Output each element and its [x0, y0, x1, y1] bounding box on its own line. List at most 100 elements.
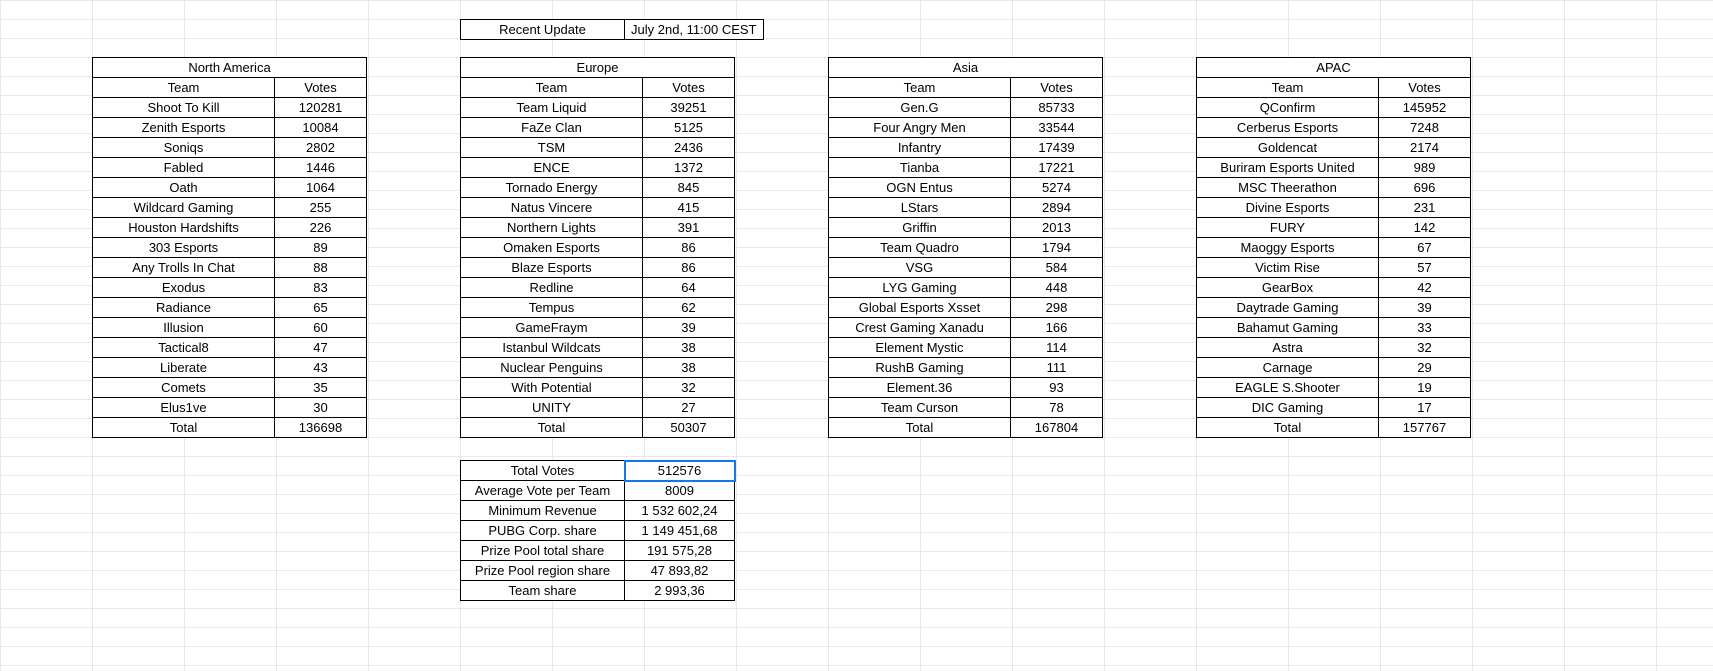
team-name-cell[interactable]: Blaze Esports — [461, 258, 643, 278]
votes-cell[interactable]: 391 — [643, 218, 735, 238]
team-name-cell[interactable]: Gen.G — [829, 98, 1011, 118]
team-name-cell[interactable]: TSM — [461, 138, 643, 158]
team-name-cell[interactable]: Four Angry Men — [829, 118, 1011, 138]
votes-cell[interactable]: 78 — [1011, 398, 1103, 418]
team-name-cell[interactable]: Element.36 — [829, 378, 1011, 398]
team-name-cell[interactable]: EAGLE S.Shooter — [1197, 378, 1379, 398]
votes-cell[interactable]: 448 — [1011, 278, 1103, 298]
votes-cell[interactable]: 989 — [1379, 158, 1471, 178]
votes-cell[interactable]: 33 — [1379, 318, 1471, 338]
team-name-cell[interactable]: Victim Rise — [1197, 258, 1379, 278]
summary-value-cell[interactable]: 47 893,82 — [625, 561, 735, 581]
votes-cell[interactable]: 298 — [1011, 298, 1103, 318]
votes-cell[interactable]: 845 — [643, 178, 735, 198]
team-name-cell[interactable]: Soniqs — [93, 138, 275, 158]
votes-cell[interactable]: 62 — [643, 298, 735, 318]
votes-cell[interactable]: 111 — [1011, 358, 1103, 378]
summary-label-cell[interactable]: Prize Pool total share — [461, 541, 625, 561]
votes-cell[interactable]: 17221 — [1011, 158, 1103, 178]
votes-cell[interactable]: 89 — [275, 238, 367, 258]
votes-cell[interactable]: 88 — [275, 258, 367, 278]
team-name-cell[interactable]: Tactical8 — [93, 338, 275, 358]
votes-cell[interactable]: 5125 — [643, 118, 735, 138]
votes-cell[interactable]: 231 — [1379, 198, 1471, 218]
total-value-cell[interactable]: 167804 — [1011, 418, 1103, 438]
votes-cell[interactable]: 145952 — [1379, 98, 1471, 118]
summary-value-cell[interactable]: 1 532 602,24 — [625, 501, 735, 521]
total-label-cell[interactable]: Total — [93, 418, 275, 438]
votes-header-cell[interactable]: Votes — [1379, 78, 1471, 98]
total-label-cell[interactable]: Total — [1197, 418, 1379, 438]
team-name-cell[interactable]: OGN Entus — [829, 178, 1011, 198]
votes-cell[interactable]: 10084 — [275, 118, 367, 138]
team-name-cell[interactable]: ENCE — [461, 158, 643, 178]
team-name-cell[interactable]: FaZe Clan — [461, 118, 643, 138]
votes-cell[interactable]: 142 — [1379, 218, 1471, 238]
votes-cell[interactable]: 120281 — [275, 98, 367, 118]
team-name-cell[interactable]: Omaken Esports — [461, 238, 643, 258]
team-name-cell[interactable]: Comets — [93, 378, 275, 398]
votes-cell[interactable]: 255 — [275, 198, 367, 218]
team-name-cell[interactable]: QConfirm — [1197, 98, 1379, 118]
team-name-cell[interactable]: Team Quadro — [829, 238, 1011, 258]
team-name-cell[interactable]: Maoggy Esports — [1197, 238, 1379, 258]
votes-cell[interactable]: 17439 — [1011, 138, 1103, 158]
votes-cell[interactable]: 42 — [1379, 278, 1471, 298]
team-name-cell[interactable]: Tornado Energy — [461, 178, 643, 198]
summary-label-cell[interactable]: Average Vote per Team — [461, 481, 625, 501]
votes-cell[interactable]: 33544 — [1011, 118, 1103, 138]
team-name-cell[interactable]: Buriram Esports United — [1197, 158, 1379, 178]
team-name-cell[interactable]: Any Trolls In Chat — [93, 258, 275, 278]
team-name-cell[interactable]: Global Esports Xsset — [829, 298, 1011, 318]
team-name-cell[interactable]: VSG — [829, 258, 1011, 278]
votes-cell[interactable]: 85733 — [1011, 98, 1103, 118]
team-name-cell[interactable]: Infantry — [829, 138, 1011, 158]
team-name-cell[interactable]: RushB Gaming — [829, 358, 1011, 378]
votes-cell[interactable]: 30 — [275, 398, 367, 418]
team-name-cell[interactable]: Zenith Esports — [93, 118, 275, 138]
votes-cell[interactable]: 1064 — [275, 178, 367, 198]
team-name-cell[interactable]: LYG Gaming — [829, 278, 1011, 298]
total-value-cell[interactable]: 136698 — [275, 418, 367, 438]
total-value-cell[interactable]: 50307 — [643, 418, 735, 438]
votes-cell[interactable]: 2174 — [1379, 138, 1471, 158]
team-name-cell[interactable]: Goldencat — [1197, 138, 1379, 158]
team-name-cell[interactable]: Istanbul Wildcats — [461, 338, 643, 358]
summary-label-cell[interactable]: Total Votes — [461, 461, 625, 481]
team-name-cell[interactable]: GameFraym — [461, 318, 643, 338]
region-title-cell[interactable]: Asia — [829, 58, 1103, 78]
team-name-cell[interactable]: Divine Esports — [1197, 198, 1379, 218]
team-name-cell[interactable]: Nuclear Penguins — [461, 358, 643, 378]
team-name-cell[interactable]: Team Liquid — [461, 98, 643, 118]
votes-cell[interactable]: 19 — [1379, 378, 1471, 398]
votes-cell[interactable]: 415 — [643, 198, 735, 218]
total-value-cell[interactable]: 157767 — [1379, 418, 1471, 438]
team-name-cell[interactable]: Illusion — [93, 318, 275, 338]
votes-cell[interactable]: 5274 — [1011, 178, 1103, 198]
votes-cell[interactable]: 47 — [275, 338, 367, 358]
team-header-cell[interactable]: Team — [93, 78, 275, 98]
team-name-cell[interactable]: FURY — [1197, 218, 1379, 238]
team-name-cell[interactable]: Shoot To Kill — [93, 98, 275, 118]
region-title-cell[interactable]: Europe — [461, 58, 735, 78]
team-name-cell[interactable]: Bahamut Gaming — [1197, 318, 1379, 338]
votes-header-cell[interactable]: Votes — [1011, 78, 1103, 98]
votes-cell[interactable]: 43 — [275, 358, 367, 378]
team-name-cell[interactable]: Daytrade Gaming — [1197, 298, 1379, 318]
team-name-cell[interactable]: Tianba — [829, 158, 1011, 178]
votes-cell[interactable]: 1794 — [1011, 238, 1103, 258]
votes-cell[interactable]: 67 — [1379, 238, 1471, 258]
votes-cell[interactable]: 1446 — [275, 158, 367, 178]
votes-cell[interactable]: 57 — [1379, 258, 1471, 278]
summary-label-cell[interactable]: Minimum Revenue — [461, 501, 625, 521]
votes-cell[interactable]: 93 — [1011, 378, 1103, 398]
votes-cell[interactable]: 39 — [1379, 298, 1471, 318]
team-name-cell[interactable]: Radiance — [93, 298, 275, 318]
votes-cell[interactable]: 38 — [643, 338, 735, 358]
summary-label-cell[interactable]: Prize Pool region share — [461, 561, 625, 581]
team-name-cell[interactable]: DIC Gaming — [1197, 398, 1379, 418]
team-name-cell[interactable]: Elus1ve — [93, 398, 275, 418]
votes-cell[interactable]: 86 — [643, 258, 735, 278]
votes-cell[interactable]: 7248 — [1379, 118, 1471, 138]
votes-cell[interactable]: 29 — [1379, 358, 1471, 378]
